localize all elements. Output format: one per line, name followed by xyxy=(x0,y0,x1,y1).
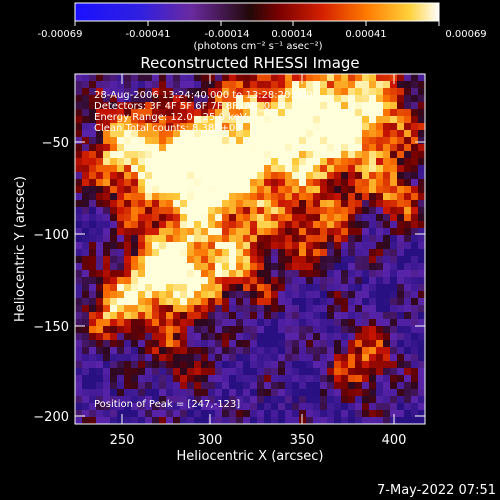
colorbar xyxy=(74,2,440,22)
y-tick-label: −150 xyxy=(33,320,69,335)
y-tick-label: −50 xyxy=(42,136,69,151)
y-tick-label: −200 xyxy=(33,410,69,425)
footer-timestamp: 7-May-2022 07:51 xyxy=(377,483,496,498)
x-tick-label: 250 xyxy=(110,433,135,448)
annotation-detectors: Detectors: 3F 4F 5F 6F 7F 8F, Att_0 xyxy=(94,101,270,112)
colorbar-tick-label: 0.00014 xyxy=(271,29,312,40)
x-axis-ticks xyxy=(121,74,395,424)
colorbar-tick-label: -0.00014 xyxy=(205,29,250,40)
colorbar-tick-label: 0.00041 xyxy=(345,29,386,40)
x-axis-label: Heliocentric X (arcsec) xyxy=(177,449,324,464)
x-tick-label: 350 xyxy=(290,433,315,448)
colorbar-tick-label: -0.00069 xyxy=(38,29,83,40)
x-tick-label: 300 xyxy=(198,433,223,448)
x-tick-label: 400 xyxy=(382,433,407,448)
reconstructed-image xyxy=(75,74,426,425)
annotation-total-counts: Clean Total counts: 8.38E+03 xyxy=(94,123,242,134)
annotation-energy-range: Energy Range: 12.0 - 25.0 keV xyxy=(94,112,247,123)
plot-frame xyxy=(74,73,426,425)
colorbar-units: (photons cm⁻² s⁻¹ asec⁻²) xyxy=(193,41,322,52)
colorbar-ticks xyxy=(74,21,440,26)
y-axis-ticks xyxy=(75,141,425,417)
y-tick-label: −100 xyxy=(33,228,69,243)
colorbar-tick-label: 0.00069 xyxy=(445,29,486,40)
annotation-time-range: 28-Aug-2006 13:24:40.000 to 13:28:20.000 xyxy=(94,90,313,101)
plot-title: Reconstructed RHESSI Image xyxy=(140,54,359,72)
peak-position-label: Position of Peak = [247,-123] xyxy=(94,399,240,410)
y-axis-label: Heliocentric Y (arcsec) xyxy=(13,176,28,322)
colorbar-tick-label: -0.00041 xyxy=(126,29,171,40)
